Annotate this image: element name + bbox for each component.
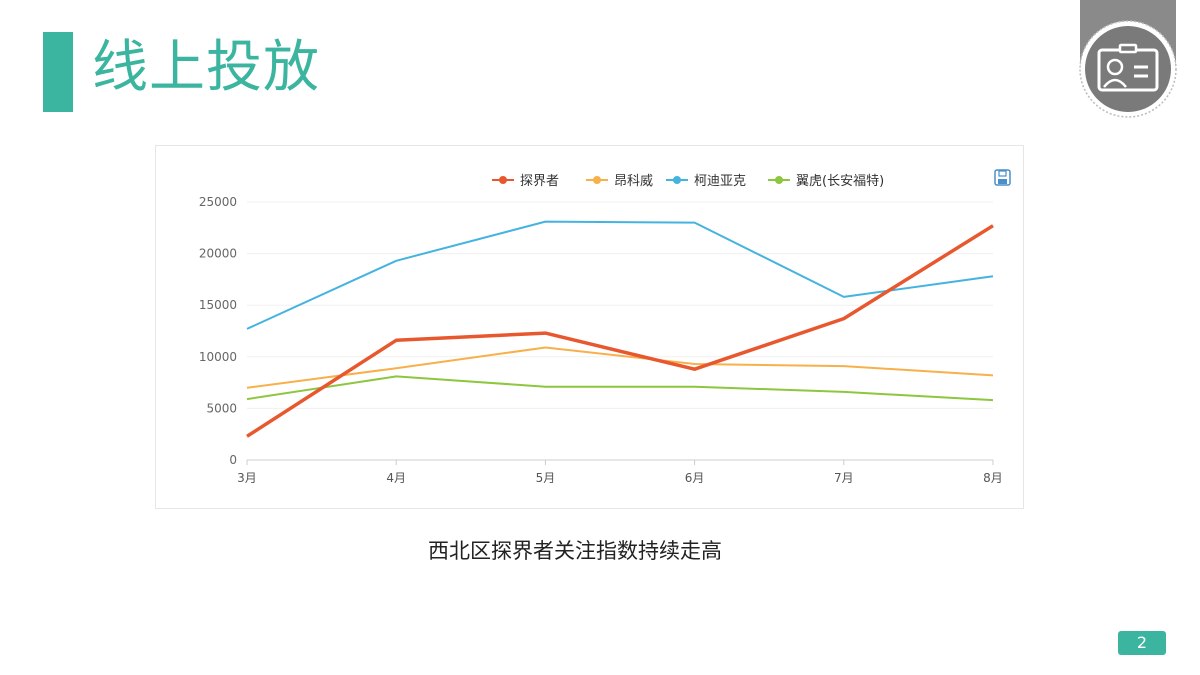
series-line[interactable]	[246, 375, 994, 402]
x-tick-label: 6月	[685, 471, 705, 485]
legend-label: 柯迪亚克	[694, 174, 746, 189]
legend-marker	[673, 176, 681, 184]
legend-marker	[499, 176, 507, 184]
legend-label: 翼虎(长安福特)	[796, 174, 884, 189]
legend-label: 昂科威	[614, 174, 653, 189]
series-line[interactable]	[246, 346, 994, 389]
x-tick-label: 7月	[834, 471, 854, 485]
series-line[interactable]	[246, 224, 994, 438]
id-card-icon	[1079, 20, 1177, 118]
series-line[interactable]	[246, 220, 994, 330]
save-image-icon[interactable]	[994, 169, 1011, 186]
line-chart: 0 5000 10000 15000 20000 25000 3月 4月 5月 6月 7月 8月 探…	[199, 169, 1011, 485]
title-accent-bar	[43, 32, 73, 112]
legend-item[interactable]: 翼虎(长安福特)	[768, 174, 884, 189]
legend-label: 探界者	[520, 174, 559, 189]
y-tick-label: 10000	[199, 350, 237, 364]
y-tick-label: 0	[229, 453, 237, 467]
x-tick-label: 4月	[386, 471, 406, 485]
legend-item[interactable]: 探界者	[492, 174, 559, 189]
y-tick-label: 15000	[199, 298, 237, 312]
y-tick-label: 25000	[199, 195, 237, 209]
legend-marker	[593, 176, 601, 184]
y-tick-label: 20000	[199, 247, 237, 261]
x-tick-label: 8月	[983, 471, 1003, 485]
y-tick-label: 5000	[206, 401, 237, 415]
x-tick-label: 3月	[237, 471, 257, 485]
chart-frame: 0 5000 10000 15000 20000 25000 3月 4月 5月 6月 7月 8月 探…	[155, 145, 1024, 509]
chart-caption: 西北区探界者关注指数持续走高	[428, 539, 722, 563]
page-title: 线上投放	[92, 35, 320, 100]
x-tick-label: 5月	[536, 471, 556, 485]
page-number: 2	[1118, 631, 1166, 655]
legend-marker	[775, 176, 783, 184]
legend-item[interactable]: 柯迪亚克	[666, 174, 746, 189]
legend-item[interactable]: 昂科威	[586, 174, 653, 189]
